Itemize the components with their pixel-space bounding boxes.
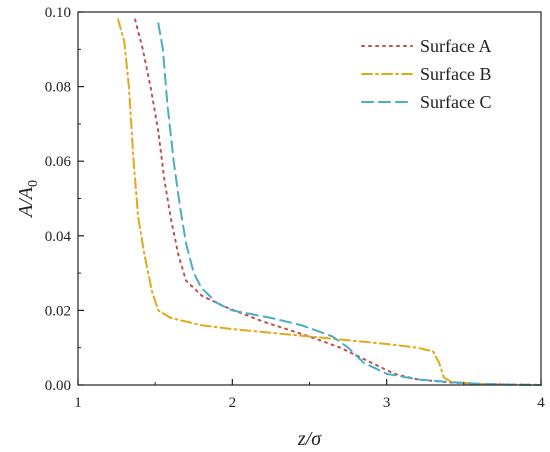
y-tick-label: 0.02 (45, 303, 71, 319)
series-line-2 (117, 18, 542, 386)
y-tick-label: 0.08 (45, 80, 71, 96)
axis-ticks: 1 2 3 4 0.00 0.02 0.04 0.06 0.08 0.10 (45, 5, 546, 411)
x-tick-label: 3 (383, 395, 391, 411)
legend-label: Surface B (420, 64, 491, 84)
legend-label: Surface C (420, 92, 491, 112)
x-tick-label: 2 (229, 395, 237, 411)
y-tick-label: 0.04 (45, 229, 72, 245)
x-tick-label: 4 (537, 395, 545, 411)
series-line-3 (157, 22, 542, 386)
legend-label: Surface A (420, 36, 491, 56)
legend: Surface A Surface B Surface C (361, 36, 491, 112)
x-axis-title: z/σ (297, 428, 322, 450)
y-tick-label: 0.00 (45, 378, 71, 394)
y-axis-title-main: A/A (15, 186, 37, 219)
y-axis-title-subscript: 0 (26, 180, 41, 187)
y-tick-label: 0.06 (45, 154, 72, 170)
y-axis-title: A/A0 (15, 180, 41, 219)
plot-lines (117, 18, 542, 386)
x-tick-label: 1 (74, 395, 82, 411)
y-tick-label: 0.10 (45, 5, 71, 21)
